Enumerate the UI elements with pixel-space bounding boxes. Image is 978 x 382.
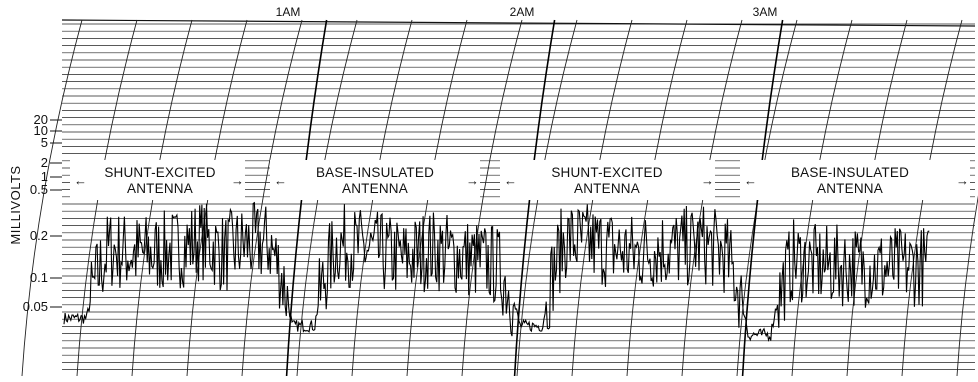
arrow-left-icon: ← xyxy=(274,173,287,188)
y-tick-label: 20 xyxy=(34,112,48,127)
segment-label-line1: BASE-INSULATED xyxy=(316,165,434,180)
y-tick-label: 5 xyxy=(41,135,48,150)
y-tick-label: 0.05 xyxy=(23,299,48,314)
y-tick-label: 0.2 xyxy=(30,228,48,243)
y-tick-label: 10 xyxy=(34,123,48,138)
time-arc xyxy=(21,19,83,377)
time-label: 3AM xyxy=(753,5,778,19)
segment-label-line1: SHUNT-EXCITED xyxy=(551,165,662,180)
segment-box xyxy=(740,160,970,200)
arrow-right-icon: → xyxy=(956,173,969,188)
segment-label-line2: ANTENNA xyxy=(817,181,883,196)
arrow-left-icon: ← xyxy=(744,173,757,188)
segment-label-line1: SHUNT-EXCITED xyxy=(104,165,215,180)
segment-label-line1: BASE-INSULATED xyxy=(791,165,909,180)
time-labels: 1AM 2AM 3AM xyxy=(276,5,778,19)
y-tick-label: 0.5 xyxy=(30,182,48,197)
y-tick-label: 1 xyxy=(41,169,48,184)
arrow-right-icon: → xyxy=(701,173,714,188)
signal-trace xyxy=(63,201,930,342)
time-arc xyxy=(241,19,303,377)
segment-label-line2: ANTENNA xyxy=(342,181,408,196)
y-tick-label: 0.1 xyxy=(30,270,48,285)
y-axis-label: MILLIVOLTS xyxy=(8,165,23,244)
segment-box xyxy=(270,160,480,200)
arrow-right-icon: → xyxy=(231,173,244,188)
time-label: 1AM xyxy=(276,5,301,19)
y-tick-label: 2 xyxy=(41,155,48,170)
time-label: 2AM xyxy=(510,5,535,19)
time-arc xyxy=(956,195,978,377)
arrow-left-icon: ← xyxy=(504,173,517,188)
segment-box xyxy=(70,160,245,200)
chart-top-border xyxy=(61,19,976,27)
segment-label-line2: ANTENNA xyxy=(574,181,640,196)
arrow-left-icon: ← xyxy=(74,173,87,188)
arrow-right-icon: → xyxy=(466,173,479,188)
segment-label-line2: ANTENNA xyxy=(127,181,193,196)
trace-line xyxy=(63,201,930,342)
segment-box xyxy=(500,160,715,200)
time-arc xyxy=(461,19,523,377)
